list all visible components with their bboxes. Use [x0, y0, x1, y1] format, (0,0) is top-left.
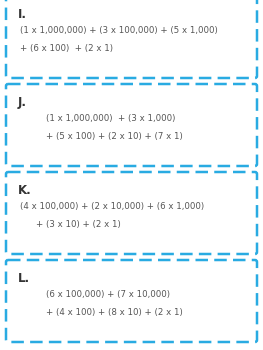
- Text: + (6 x 100)  + (2 x 1): + (6 x 100) + (2 x 1): [20, 44, 113, 53]
- FancyBboxPatch shape: [6, 0, 257, 78]
- FancyBboxPatch shape: [6, 260, 257, 342]
- Text: (4 x 100,000) + (2 x 10,000) + (6 x 1,000): (4 x 100,000) + (2 x 10,000) + (6 x 1,00…: [20, 202, 204, 211]
- Text: + (5 x 100) + (2 x 10) + (7 x 1): + (5 x 100) + (2 x 10) + (7 x 1): [46, 132, 183, 141]
- Text: (1 x 1,000,000)  + (3 x 1,000): (1 x 1,000,000) + (3 x 1,000): [46, 114, 175, 123]
- Text: (1 x 1,000,000) + (3 x 100,000) + (5 x 1,000): (1 x 1,000,000) + (3 x 100,000) + (5 x 1…: [20, 26, 218, 35]
- FancyBboxPatch shape: [6, 172, 257, 254]
- Text: (6 x 100,000) + (7 x 10,000): (6 x 100,000) + (7 x 10,000): [46, 290, 170, 299]
- Text: L.: L.: [18, 272, 30, 285]
- Text: K.: K.: [18, 184, 32, 197]
- Text: + (4 x 100) + (8 x 10) + (2 x 1): + (4 x 100) + (8 x 10) + (2 x 1): [46, 308, 183, 317]
- Text: J.: J.: [18, 96, 27, 109]
- FancyBboxPatch shape: [6, 84, 257, 166]
- Text: + (3 x 10) + (2 x 1): + (3 x 10) + (2 x 1): [36, 220, 121, 229]
- Text: I.: I.: [18, 8, 27, 21]
